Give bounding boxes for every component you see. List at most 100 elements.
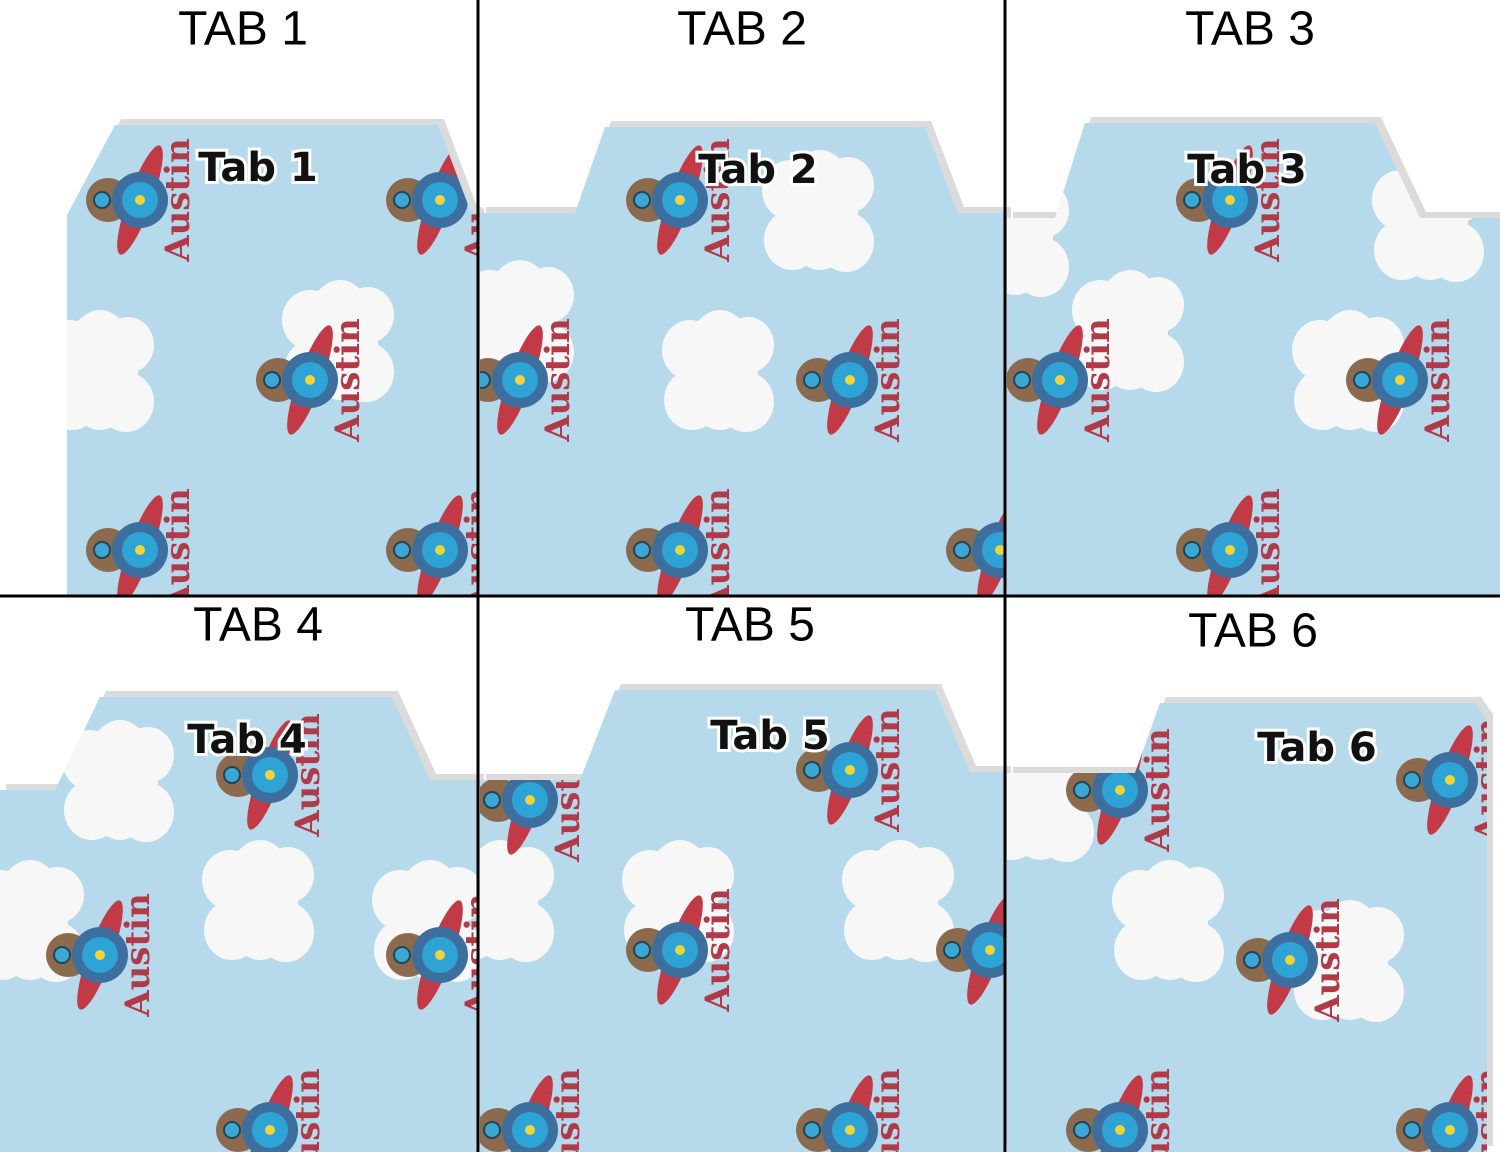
cloud-puff	[67, 370, 100, 430]
pilot: Austin	[1346, 318, 1458, 443]
pattern-name: Austin	[158, 138, 198, 263]
cloud-puff	[842, 850, 898, 910]
cloud	[480, 840, 554, 962]
plane-hub	[435, 950, 445, 960]
plane-hub	[845, 375, 855, 385]
panel: TAB 1AustinAustinAustinAustinAustinTab 1	[67, 3, 498, 613]
pilot: Austin	[386, 893, 498, 1018]
plane-hub	[675, 945, 685, 955]
cloud-puff	[432, 867, 478, 923]
cloud-puff	[1294, 370, 1350, 430]
cloud-puff	[1112, 870, 1168, 930]
pilot-goggles	[223, 1121, 241, 1139]
cloud-puff	[202, 850, 258, 910]
cloud-puff	[522, 267, 574, 323]
panel-heading: TAB 3	[1185, 3, 1315, 56]
pilot: Austin	[46, 893, 158, 1018]
panel: TAB 2AustinAustinAustinAustinAustinTab 2	[480, 3, 1011, 613]
plane-hub	[95, 950, 105, 960]
cloud-puff	[262, 847, 314, 903]
plane-hub	[1445, 775, 1455, 785]
pattern-name: Austin	[328, 318, 368, 443]
pattern-name: Austin	[1468, 1068, 1500, 1152]
pattern-name: Austin	[868, 708, 908, 833]
plane-hub	[515, 375, 525, 385]
pilot-goggles	[480, 371, 491, 389]
pattern-name: Austin	[458, 488, 498, 613]
plane-hub	[845, 1125, 855, 1135]
tab-label: Tab 4	[187, 717, 307, 763]
panel-heading: TAB 2	[677, 3, 807, 56]
pattern-name: Austin	[698, 888, 738, 1013]
cloud-puff	[1374, 220, 1430, 280]
cloud-puff	[1038, 802, 1094, 862]
pilot: Austin	[796, 1068, 908, 1152]
cloud-puff	[67, 320, 98, 380]
cloud-puff	[204, 900, 260, 960]
pilot-goggles	[1183, 191, 1201, 209]
plane-hub	[525, 795, 535, 805]
pilot: Austin	[386, 488, 498, 613]
pilot: Austin	[480, 1068, 588, 1152]
cloud-puff	[1114, 920, 1170, 980]
plane-hub	[675, 545, 685, 555]
pilot: Austin	[1236, 898, 1348, 1023]
tab-label: Tab 3	[1187, 147, 1307, 193]
cloud	[762, 150, 874, 272]
pilot: Austin	[480, 318, 578, 443]
cloud	[1372, 160, 1484, 282]
plane-hub	[1285, 955, 1295, 965]
cloud-puff	[822, 157, 874, 213]
pattern-name: Austin	[868, 1068, 908, 1152]
pattern-name: Austin	[458, 893, 498, 1018]
plane-hub	[1115, 1125, 1125, 1135]
plane-hub	[1225, 545, 1235, 555]
pilot: Austin	[1396, 1068, 1500, 1152]
pattern-name: Austin	[548, 738, 588, 863]
pilot-goggles	[1403, 771, 1421, 789]
plane-hub	[135, 545, 145, 555]
cloud-puff	[1352, 907, 1404, 963]
pattern-name: Austin	[698, 488, 738, 613]
pattern-name: Austin	[1138, 1068, 1178, 1152]
plane-hub	[985, 945, 995, 955]
pilot: Austin	[216, 1068, 328, 1152]
pilot-goggles	[53, 946, 71, 964]
plane-hub	[135, 195, 145, 205]
plane-hub	[435, 195, 445, 205]
pilot-goggles	[1403, 1121, 1421, 1139]
cloud-puff	[102, 317, 154, 373]
cloud-puff	[1074, 330, 1130, 390]
cloud-puff	[682, 847, 734, 903]
cloud-puff	[480, 270, 518, 330]
plane-hub	[305, 375, 315, 385]
cloud-puff	[480, 900, 500, 960]
pilot: Austin	[796, 318, 908, 443]
pattern: Austin Austin Austin Austin	[0, 713, 498, 1152]
pattern-name: Austin	[538, 318, 578, 443]
pilot-goggles	[803, 1121, 821, 1139]
plane-hub	[1225, 195, 1235, 205]
cloud-puff	[1007, 800, 1040, 860]
pattern-name: Austin	[1138, 728, 1178, 853]
cloud-puff	[1017, 182, 1069, 238]
plane-hub	[1115, 785, 1125, 795]
tab-label: Tab 5	[710, 713, 830, 759]
cloud	[62, 720, 174, 842]
cloud	[202, 840, 314, 962]
pilot-goggles	[1073, 1121, 1091, 1139]
pattern-name: Austin	[118, 893, 158, 1018]
panel-heading: TAB 1	[178, 3, 308, 56]
plane-hub	[675, 195, 685, 205]
pattern-name: Austin	[1248, 488, 1288, 613]
cloud-puff	[722, 317, 774, 373]
panel-heading: TAB 4	[193, 599, 323, 652]
cloud	[842, 840, 954, 962]
plane-hub	[265, 1125, 275, 1135]
pilot: Austin	[626, 138, 738, 263]
pilot-goggles	[93, 191, 111, 209]
cloud-puff	[0, 920, 30, 980]
pilot: Austin	[626, 888, 738, 1013]
